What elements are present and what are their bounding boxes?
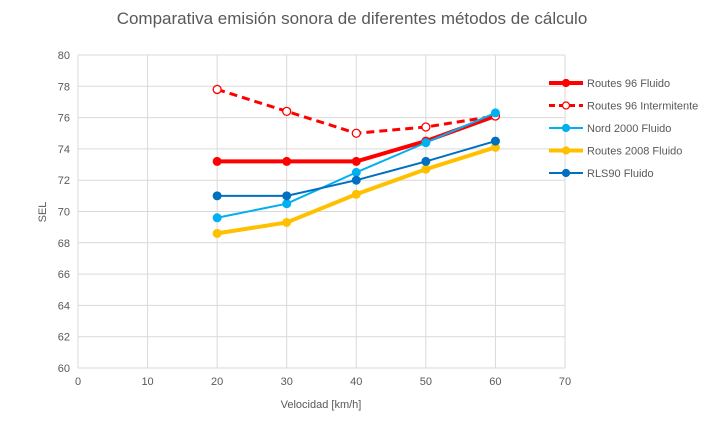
legend-marker [561, 146, 571, 155]
legend-marker [561, 101, 571, 110]
series-group [212, 84, 501, 238]
x-tick-label: 40 [350, 376, 362, 388]
y-tick-label: 66 [58, 269, 70, 281]
data-point [212, 156, 222, 166]
data-point [282, 217, 292, 227]
data-point [282, 106, 292, 116]
data-point [490, 108, 500, 118]
x-tick-label: 20 [211, 376, 223, 388]
grid [77, 54, 566, 369]
y-tick-label: 68 [58, 238, 70, 250]
legend-label: Routes 2008 Fluido [587, 146, 682, 158]
y-axis-label: SEL [37, 202, 49, 223]
data-point [212, 84, 222, 95]
tick-labels: 60 62 64 66 68 70 72 74 76 78 80 0 10 20 30 40 50 60 70 [58, 50, 571, 388]
x-tick-label: 10 [141, 376, 153, 388]
x-tick-label: 60 [489, 376, 501, 388]
data-point [351, 128, 361, 138]
data-point [351, 156, 361, 166]
y-tick-label: 78 [58, 81, 70, 93]
x-tick-label: 30 [281, 376, 293, 388]
legend-label: RLS90 Fluido [587, 168, 654, 180]
data-point [421, 122, 431, 132]
data-point [421, 164, 431, 174]
y-tick-label: 60 [58, 363, 70, 375]
x-tick-label: 70 [559, 376, 571, 388]
data-point [351, 167, 361, 177]
y-tick-label: 70 [58, 207, 70, 219]
data-point [490, 136, 500, 146]
chart-title: Comparativa emisión sonora de diferentes… [117, 9, 588, 28]
data-point [282, 199, 292, 209]
y-tick-label: 74 [58, 144, 70, 156]
data-point [212, 213, 222, 223]
y-tick-label: 72 [58, 175, 70, 187]
legend-marker [561, 168, 571, 178]
y-tick-label: 76 [58, 113, 70, 125]
data-point [351, 189, 361, 199]
x-axis-label: Velocidad [km/h] [281, 399, 362, 411]
data-point [351, 175, 361, 185]
data-point [212, 228, 222, 238]
legend-marker [561, 123, 571, 133]
x-tick-label: 0 [75, 376, 81, 388]
legend-label: Routes 96 Intermitente [587, 101, 698, 113]
data-point [421, 156, 431, 166]
x-tick-label: 50 [420, 376, 432, 388]
y-tick-label: 64 [58, 300, 70, 312]
legend: Routes 96 Fluido Routes 96 Intermitente No… [549, 78, 698, 180]
data-point [282, 156, 292, 166]
data-point [212, 191, 222, 201]
legend-label: Routes 96 Fluido [587, 78, 670, 90]
legend-label: Nord 2000 Fluido [587, 123, 671, 135]
legend-marker [561, 78, 571, 88]
y-tick-label: 62 [58, 332, 70, 344]
data-point [421, 138, 431, 148]
y-tick-label: 80 [58, 50, 70, 62]
data-point [282, 191, 292, 201]
